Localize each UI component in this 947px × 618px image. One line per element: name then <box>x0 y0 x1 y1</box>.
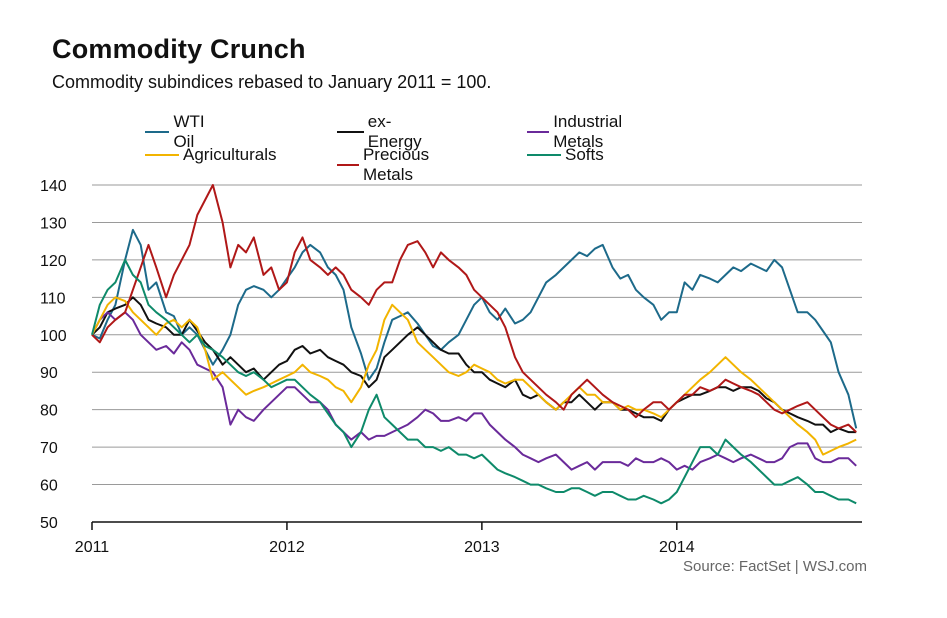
legend-label-softs: Softs <box>565 145 604 164</box>
legend-swatch-softs <box>527 154 561 156</box>
y-tick-label-140: 140 <box>40 178 67 195</box>
series-line-agriculturals <box>91 296 857 456</box>
legend-swatch-wti-oil <box>145 131 170 133</box>
legend-swatch-precious-metals <box>337 164 359 166</box>
series-line-industrial-metals <box>91 311 857 471</box>
y-tick-label-100: 100 <box>40 328 67 345</box>
chart-subtitle: Commodity subindices rebased to January … <box>52 72 492 92</box>
y-tick-label-50: 50 <box>40 515 58 532</box>
legend-item-ex-energy: ex-Energy <box>337 112 429 152</box>
x-tick-label-2014: 2014 <box>659 539 695 556</box>
legend-label-ex-energy: ex-Energy <box>367 112 422 151</box>
series-line-softs <box>91 258 857 505</box>
legend-item-softs: Softs <box>527 145 604 165</box>
y-tick-label-120: 120 <box>40 253 67 270</box>
y-tick-label-70: 70 <box>40 440 58 457</box>
chart-title: Commodity Crunch <box>52 34 306 64</box>
y-tick-label-80: 80 <box>40 403 58 420</box>
x-tick-label-2011: 2011 <box>75 539 110 556</box>
source-note: Source: FactSet | WSJ.com <box>683 558 867 575</box>
y-tick-label-110: 110 <box>40 290 66 307</box>
legend-item-precious-metals: Precious Metals <box>337 145 441 185</box>
y-tick-label-60: 60 <box>40 478 58 495</box>
legend-swatch-ex-energy <box>337 131 364 133</box>
legend-label-precious-metals: Precious Metals <box>362 145 430 184</box>
legend-label-agriculturals: Agriculturals <box>183 145 277 164</box>
x-tick-label-2013: 2013 <box>464 539 500 556</box>
legend-item-wti-oil: WTI Oil <box>145 112 214 152</box>
y-tick-label-130: 130 <box>40 215 67 232</box>
legend-swatch-industrial-metals <box>527 131 550 133</box>
legend-item-industrial-metals: Industrial Metals <box>527 112 634 152</box>
series-line-ex-energy <box>91 296 857 434</box>
series-line-precious-metals <box>91 184 857 433</box>
legend-label-industrial-metals: Industrial Metals <box>553 112 623 151</box>
legend-label-wti-oil: WTI Oil <box>173 112 205 151</box>
x-tick-label-2012: 2012 <box>269 539 305 556</box>
legend-swatch-agriculturals <box>145 154 179 156</box>
legend-item-agriculturals: Agriculturals <box>145 145 277 165</box>
y-tick-label-90: 90 <box>40 365 58 382</box>
